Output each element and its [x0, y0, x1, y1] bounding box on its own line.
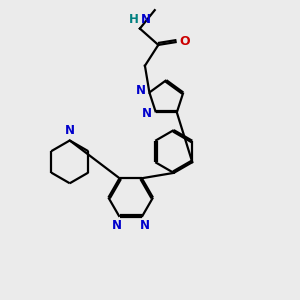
Text: H: H [128, 13, 138, 26]
Text: N: N [142, 107, 152, 120]
Text: N: N [136, 85, 146, 98]
Text: N: N [65, 124, 75, 137]
Text: N: N [112, 219, 122, 232]
Text: O: O [180, 35, 190, 48]
Text: N: N [140, 219, 150, 232]
Text: N: N [141, 13, 152, 26]
